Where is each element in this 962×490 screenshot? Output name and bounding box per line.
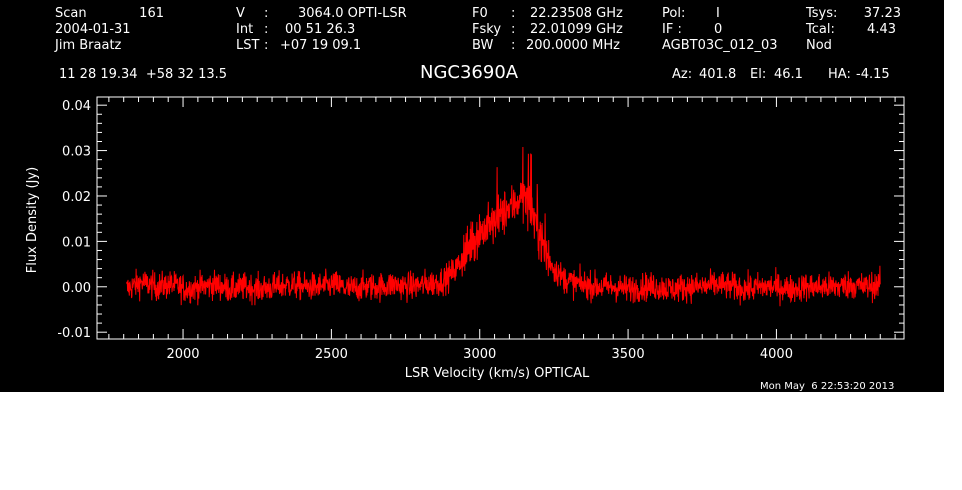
plot-frame: [96, 96, 905, 340]
y-axis-label: Flux Density (Jy): [25, 167, 40, 273]
sky-frequency-value: 22.01099 GHz: [530, 22, 623, 37]
polarization-value: I: [716, 6, 720, 21]
if-value: 0: [714, 22, 723, 37]
velocity-label: V: [236, 6, 245, 21]
tcal-value: 4.43: [867, 22, 896, 37]
lst-value: +07 19 09.1: [280, 38, 362, 53]
integration-value: 00 51 26.3: [285, 22, 356, 37]
velocity-sep: :: [264, 6, 269, 21]
rest-frequency-value: 22.23508 GHz: [530, 6, 623, 21]
bandwidth-sep: :: [511, 38, 516, 53]
tick-labels: 2000 2500 3000 3500 4000 -0.01 0.00 0.01…: [57, 99, 793, 362]
integration-label: Int: [236, 22, 254, 37]
y-tick-label: 0.02: [62, 190, 91, 205]
polarization-label: Pol:: [662, 6, 686, 21]
x-tick-label: 3500: [612, 347, 645, 362]
spectrum-series-line: [126, 146, 881, 307]
elevation-label: El:: [750, 67, 767, 82]
observing-mode: Nod: [806, 38, 832, 53]
project-id: AGBT03C_012_03: [662, 38, 778, 53]
y-tick-label: -0.01: [57, 326, 91, 341]
x-tick-label: 2000: [166, 347, 199, 362]
spectrum-panel: Scan 161 2004-01-31 Jim Braatz V : 3064.…: [0, 0, 944, 392]
bandwidth-value: 200.0000 MHz: [526, 38, 620, 53]
tsys-label: Tsys:: [806, 6, 838, 21]
axis-ticks: [97, 97, 904, 339]
azimuth-label: Az:: [672, 67, 693, 82]
scan-label: Scan: [55, 6, 87, 21]
lst-sep: :: [264, 38, 269, 53]
spectrum-plot: 2000 2500 3000 3500 4000 -0.01 0.00 0.01…: [25, 96, 905, 381]
observation-date: 2004-01-31: [55, 22, 131, 37]
x-tick-label: 4000: [760, 347, 793, 362]
integration-sep: :: [264, 22, 269, 37]
observer-name: Jim Braatz: [55, 38, 122, 53]
hour-angle-label: HA:: [828, 67, 851, 82]
tcal-label: Tcal:: [806, 22, 835, 37]
azimuth-value: 401.8: [699, 67, 737, 82]
x-tick-label: 2500: [315, 347, 348, 362]
source-coordinates: 11 28 19.34 +58 32 13.5: [59, 67, 228, 82]
y-tick-label: 0.00: [62, 281, 91, 296]
rest-frequency-label: F0: [472, 6, 488, 21]
sky-frequency-sep: :: [511, 22, 516, 37]
y-tick-label: 0.04: [62, 99, 91, 114]
velocity-value: 3064.0 OPTI-LSR: [298, 6, 407, 21]
plot-timestamp: Mon May 6 22:53:20 2013: [760, 381, 895, 392]
hour-angle-value: -4.15: [856, 67, 890, 82]
x-axis-label: LSR Velocity (km/s) OPTICAL: [405, 366, 590, 381]
sky-frequency-label: Fsky: [472, 22, 502, 37]
y-tick-label: 0.01: [62, 235, 91, 250]
rest-frequency-sep: :: [511, 6, 516, 21]
spectrum-trace: [126, 146, 881, 307]
bandwidth-label: BW: [472, 38, 494, 53]
tsys-value: 37.23: [863, 6, 901, 21]
source-name: NGC3690A: [420, 62, 519, 83]
elevation-value: 46.1: [774, 67, 803, 82]
if-label: IF :: [662, 22, 682, 37]
y-tick-label: 0.03: [62, 145, 91, 160]
x-tick-label: 3000: [463, 347, 496, 362]
lst-label: LST: [236, 38, 260, 53]
scan-value: 161: [139, 6, 164, 21]
